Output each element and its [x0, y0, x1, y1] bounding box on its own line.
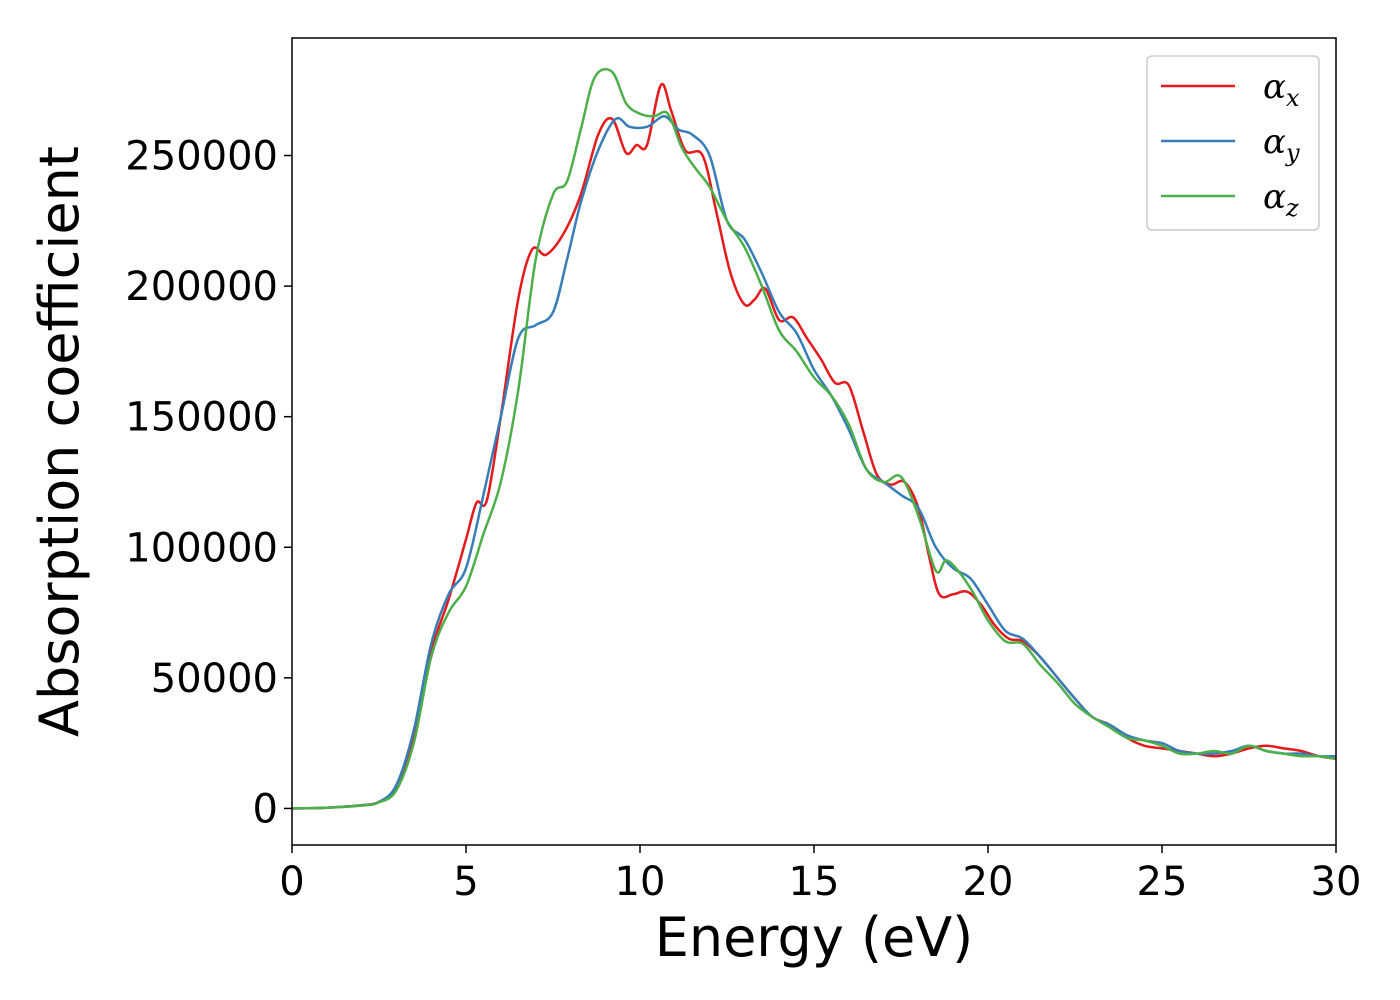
- x-tick-label: 0: [279, 859, 304, 905]
- x-tick-label: 10: [615, 859, 666, 905]
- series-layer: [291, 67, 1337, 810]
- y-axis-title: Absorption coefficient: [28, 146, 91, 737]
- legend: αx αy αz: [1146, 55, 1320, 231]
- x-tick-label: 20: [963, 859, 1014, 905]
- legend-label-y: αy: [1263, 122, 1300, 167]
- series-line-y: [291, 115, 1337, 810]
- legend-label-x: αx: [1263, 67, 1300, 112]
- y-tick-label: 150000: [125, 395, 278, 441]
- y-tick-label: 0: [253, 786, 278, 832]
- x-tick-label: 5: [453, 859, 478, 905]
- legend-label-z: αz: [1263, 177, 1299, 222]
- x-tick-label: 15: [789, 859, 840, 905]
- y-tick-label: 200000: [125, 264, 278, 310]
- legend-box: [1146, 55, 1320, 231]
- legend-items: αx αy αz: [1161, 67, 1300, 222]
- x-tick-label: 25: [1137, 859, 1188, 905]
- ticks-layer: 0 5 10 15 20 25 30 0 50000 100000 150000 200000 2500…: [125, 134, 1361, 905]
- y-tick-label: 50000: [151, 656, 278, 702]
- y-tick-label: 250000: [125, 134, 278, 180]
- x-axis-title: Energy (eV): [655, 906, 974, 969]
- y-tick-label: 100000: [125, 525, 278, 571]
- x-tick-label: 30: [1311, 859, 1362, 905]
- series-line-z: [291, 67, 1337, 810]
